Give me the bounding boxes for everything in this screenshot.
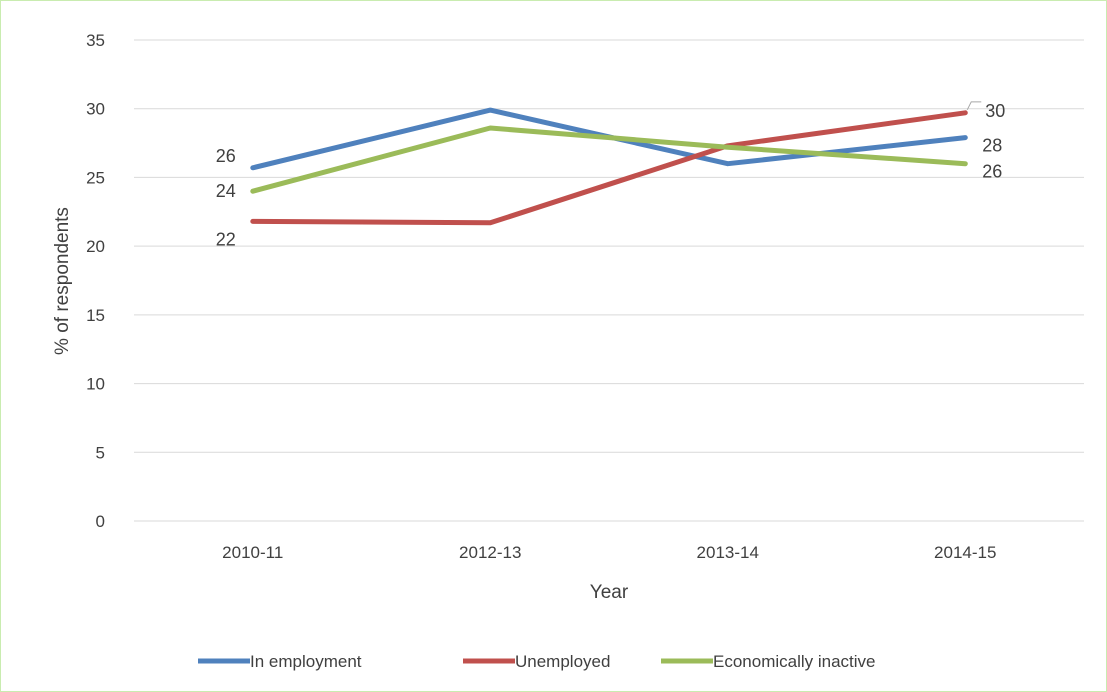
- legend-label: In employment: [250, 652, 362, 671]
- y-tick-label: 35: [86, 31, 105, 50]
- x-tick-labels: 2010-11 2012-13 2013-14 2014-15: [222, 543, 996, 562]
- y-tick-label: 30: [86, 100, 105, 119]
- data-label: 24: [216, 181, 236, 201]
- gridlines: [134, 39, 1084, 522]
- y-tick-label: 15: [86, 306, 105, 325]
- label-leader-line: [966, 101, 982, 111]
- data-label: 30: [985, 101, 1005, 121]
- x-tick-label: 2010-11: [222, 543, 283, 562]
- x-axis-title: Year: [590, 582, 629, 603]
- data-labels: 26 28 22 30 24 26: [216, 101, 1006, 250]
- series-line-economically-inactive: [250, 125, 968, 194]
- series-line-unemployed: [250, 110, 968, 226]
- y-tick-label: 5: [96, 443, 105, 462]
- data-label: 28: [982, 136, 1002, 156]
- x-tick-label: 2012-13: [459, 543, 521, 562]
- y-tick-label: 0: [96, 512, 105, 531]
- legend-item-unemployed: Unemployed: [463, 652, 610, 671]
- x-tick-label: 2013-14: [697, 543, 759, 562]
- legend-label: Unemployed: [515, 652, 610, 671]
- legend-item-in-employment: In employment: [198, 652, 362, 671]
- y-tick-label: 20: [86, 237, 105, 256]
- legend-label: Economically inactive: [713, 652, 876, 671]
- series-lines: [250, 107, 968, 226]
- data-label: 26: [982, 162, 1002, 182]
- y-tick-labels: 0 5 10 15 20 25 30 35: [86, 31, 105, 531]
- legend: In employment Unemployed Economically inac…: [198, 652, 876, 671]
- data-label: 26: [216, 146, 236, 166]
- x-tick-label: 2014-15: [934, 543, 996, 562]
- y-axis-title: % of respondents: [52, 207, 73, 355]
- legend-item-economically-inactive: Economically inactive: [661, 652, 876, 671]
- y-tick-label: 10: [86, 375, 105, 394]
- data-label: 22: [216, 229, 236, 249]
- y-tick-label: 25: [86, 168, 105, 187]
